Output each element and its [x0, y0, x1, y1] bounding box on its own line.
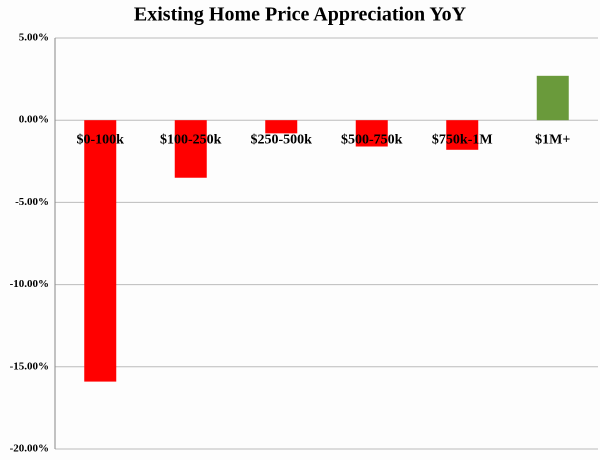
bar [355, 120, 388, 147]
bar [536, 75, 569, 121]
bar [84, 120, 117, 382]
bar [446, 120, 479, 150]
y-tick-label: 0.00% [19, 114, 49, 126]
x-tick-label: $1M+ [535, 132, 570, 147]
x-tick-label: $500-750k [341, 132, 403, 147]
y-tick-label: -20.00% [10, 443, 49, 455]
y-tick-label: -15.00% [10, 360, 49, 372]
bar [265, 120, 298, 134]
x-tick-label: $750k-1M [432, 132, 493, 147]
x-tick-label: $100-250k [160, 132, 222, 147]
chart-title: Existing Home Price Appreciation YoY [134, 4, 467, 26]
y-tick-label: -10.00% [10, 278, 49, 290]
bar [174, 120, 207, 178]
x-tick-label: $250-500k [251, 132, 313, 147]
x-tick-label: $0-100k [77, 132, 125, 147]
y-tick-label: 5.00% [19, 32, 49, 44]
y-tick-label: -5.00% [15, 196, 49, 208]
